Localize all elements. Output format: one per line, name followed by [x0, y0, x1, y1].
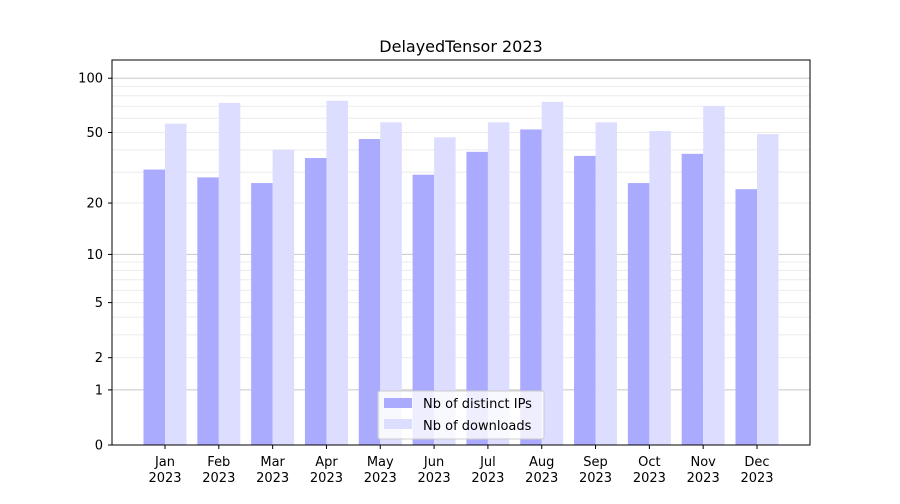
bar-distinct-ips	[197, 177, 219, 445]
bars	[143, 100, 779, 446]
x-tick-label: 2023	[418, 471, 451, 486]
x-tick-label: Mar	[260, 455, 285, 470]
bar-distinct-ips	[466, 151, 488, 445]
bar-distinct-ips	[681, 153, 704, 445]
legend-swatch-ips	[384, 398, 412, 408]
x-tick-label: 2023	[310, 471, 343, 486]
x-tick-label: 2023	[202, 471, 235, 486]
x-tick-label: Oct	[638, 455, 660, 470]
x-tick-label: 2023	[687, 471, 720, 486]
bar-distinct-ips	[143, 169, 165, 445]
bar-distinct-ips	[412, 174, 435, 445]
x-axis: Jan2023Feb2023Mar2023Apr2023May2023Jun20…	[148, 445, 774, 486]
bar-downloads	[380, 122, 402, 446]
bar-downloads	[757, 134, 779, 445]
x-tick-label: 2023	[740, 471, 773, 486]
x-tick-label: Nov	[690, 455, 716, 470]
bar-downloads	[165, 123, 187, 446]
legend-label-ips: Nb of distinct IPs	[423, 397, 532, 412]
bar-downloads	[541, 101, 564, 445]
bar-downloads	[595, 122, 618, 446]
x-tick-label: Jul	[479, 455, 496, 470]
y-tick-label: 10	[86, 248, 103, 263]
legend: Nb of distinct IPs Nb of downloads	[377, 390, 545, 440]
legend-swatch-downloads	[384, 419, 412, 429]
bar-downloads	[487, 122, 510, 446]
bar-downloads	[703, 106, 725, 445]
x-tick-label: Dec	[744, 455, 769, 470]
x-tick-label: 2023	[579, 471, 612, 486]
y-tick-label: 50	[86, 126, 103, 141]
bar-distinct-ips	[304, 158, 327, 445]
x-tick-label: Feb	[207, 455, 230, 470]
x-tick-label: 2023	[633, 471, 666, 486]
bar-downloads	[434, 137, 456, 445]
plot-frame	[111, 59, 811, 446]
x-tick-label: Apr	[315, 455, 338, 470]
y-tick-label: 20	[86, 197, 103, 212]
bar-downloads	[272, 149, 295, 446]
x-tick-label: Jan	[154, 455, 175, 470]
bar-distinct-ips	[251, 183, 273, 445]
x-tick-label: 2023	[364, 471, 397, 486]
bar-downloads	[649, 130, 671, 446]
x-tick-label: 2023	[148, 471, 181, 486]
y-tick-label: 5	[95, 296, 103, 311]
y-tick-label: 1	[95, 383, 103, 398]
y-tick-label: 100	[78, 72, 103, 87]
bar-distinct-ips	[627, 183, 650, 445]
y-tick-label: 2	[95, 351, 103, 366]
x-tick-label: May	[367, 455, 394, 470]
bar-distinct-ips	[520, 129, 542, 445]
x-tick-label: 2023	[256, 471, 289, 486]
x-tick-label: 2023	[471, 471, 504, 486]
x-tick-label: Aug	[529, 455, 554, 470]
legend-box	[377, 390, 545, 440]
bar-distinct-ips	[574, 155, 596, 445]
bar-downloads	[326, 100, 348, 446]
bar-distinct-ips	[358, 139, 381, 445]
y-tick-label: 0	[95, 439, 103, 454]
x-tick-label: Sep	[583, 455, 608, 470]
y-axis: 0 1 2 5 10 20 50 100	[78, 72, 112, 454]
bar-distinct-ips	[735, 189, 757, 445]
chart-title: DelayedTensor 2023	[379, 37, 542, 56]
x-tick-label: 2023	[525, 471, 558, 486]
bar-downloads	[218, 102, 241, 445]
legend-label-downloads: Nb of downloads	[423, 419, 532, 434]
x-tick-label: Jun	[423, 455, 444, 470]
